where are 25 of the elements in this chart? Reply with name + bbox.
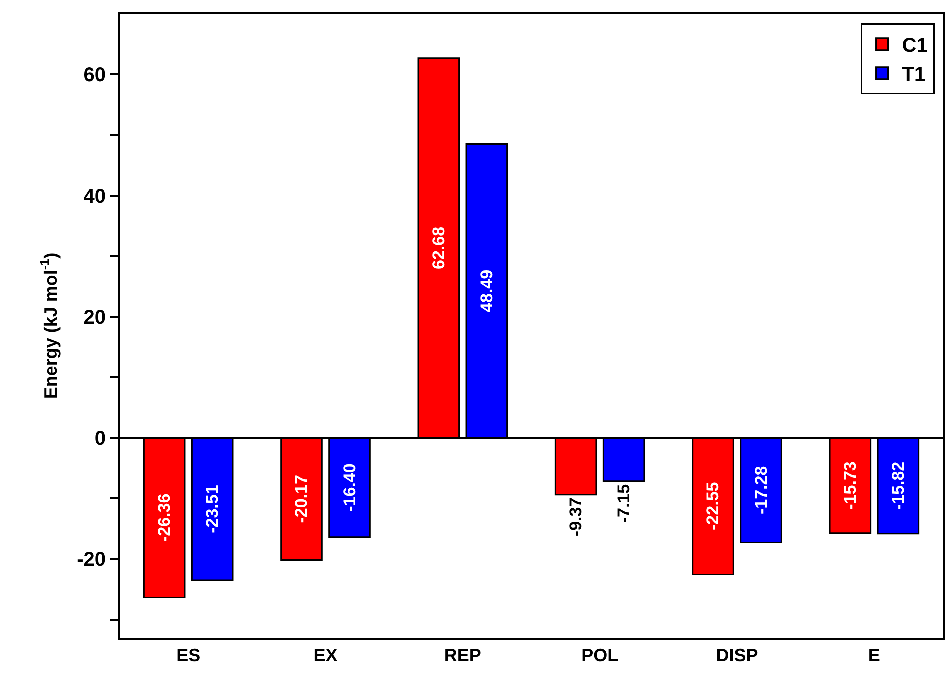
data-label: -9.37 xyxy=(566,498,586,537)
data-label: -26.36 xyxy=(155,494,174,542)
data-label: 62.68 xyxy=(429,226,448,270)
data-label: -23.51 xyxy=(203,485,222,534)
y-tick-label: 60 xyxy=(84,64,106,87)
y-tick-label: 0 xyxy=(94,428,106,450)
data-label: -20.17 xyxy=(292,475,312,524)
y-tick-label: -20 xyxy=(77,549,106,572)
x-tick-label: E xyxy=(868,646,880,666)
legend-label: C1 xyxy=(902,35,928,58)
x-tick-label: ES xyxy=(176,646,201,666)
data-label: -17.28 xyxy=(752,466,771,515)
data-label: -15.73 xyxy=(840,462,860,510)
x-tick-label: REP xyxy=(444,646,482,666)
y-tick-label: 20 xyxy=(84,306,106,329)
x-tick-label: EX xyxy=(314,646,338,666)
data-label: -16.40 xyxy=(340,464,360,512)
x-tick-label: POL xyxy=(582,646,619,666)
y-tick-label: 40 xyxy=(84,186,106,208)
data-label: -22.55 xyxy=(704,482,723,530)
x-tick-label: DISP xyxy=(716,646,758,666)
data-label: -7.15 xyxy=(614,484,634,524)
data-label: 48.49 xyxy=(477,270,496,312)
legend-label: T1 xyxy=(902,64,926,86)
data-label: -15.82 xyxy=(888,462,908,510)
